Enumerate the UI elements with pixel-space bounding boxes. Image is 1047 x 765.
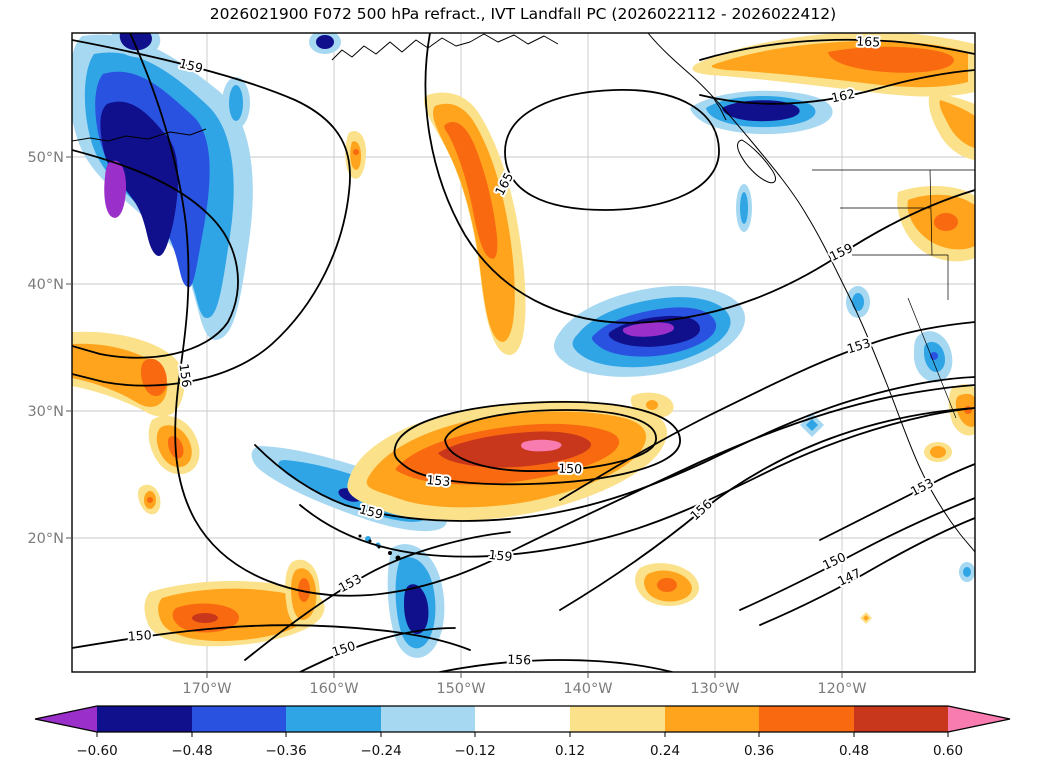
contour-label: 150 <box>558 461 582 477</box>
north-america-coastline <box>647 33 975 553</box>
colorbar-left-arrow <box>35 706 97 732</box>
y-tick-label: 30°N <box>27 404 64 420</box>
colorbar-tick-label: 0.36 <box>744 743 774 759</box>
positive-anomaly-west-edge <box>72 331 200 515</box>
contour-label: 153 <box>426 472 451 489</box>
y-axis-labels: 50°N 40°N 30°N 20°N <box>27 150 64 547</box>
y-tick-label: 20°N <box>27 531 64 547</box>
colorbar-right-arrow <box>948 706 1010 732</box>
y-tick-label: 40°N <box>27 277 64 293</box>
colorbar-tick-labels: −0.60 −0.48 −0.36 −0.24 −0.12 0.12 0.24 … <box>76 743 963 759</box>
haida-gwaii <box>711 95 727 121</box>
colorbar-segment <box>665 706 759 732</box>
contour-label: 159 <box>488 547 513 564</box>
positive-anomaly-south-central <box>635 563 699 607</box>
colorbar-tick-label: 0.24 <box>650 743 680 759</box>
axis-ticks <box>66 156 843 678</box>
negative-anomaly-gulf-of-alaska <box>72 34 253 340</box>
contour-label: 153 <box>908 475 936 499</box>
x-tick-label: 170°W <box>182 681 231 697</box>
negative-anomaly-bc-coast <box>690 90 833 232</box>
colorbar: −0.60 −0.48 −0.36 −0.24 −0.12 0.12 0.24 … <box>34 705 1011 759</box>
positive-anomaly-central-max <box>347 392 674 521</box>
contour-label: 165 <box>856 33 881 49</box>
colorbar-tick-label: −0.48 <box>171 743 212 759</box>
shading-layer <box>72 33 975 658</box>
x-tick-label: 140°W <box>563 681 612 697</box>
colorbar-segment <box>286 706 381 732</box>
colorbar-tick-label: −0.36 <box>265 743 306 759</box>
negative-anomaly-eastern-pacific <box>554 285 746 377</box>
colorbar-segment <box>759 706 854 732</box>
positive-anomaly-top-right-band <box>692 33 975 160</box>
negative-anomaly-us-coast-spots <box>800 286 975 582</box>
positive-anomaly-central-arc <box>345 92 526 356</box>
contour-label: 153 <box>336 571 364 595</box>
colorbar-tick-label: 0.60 <box>933 743 963 759</box>
contour-label: 159 <box>827 240 855 264</box>
contour-label-layer: 159 165 165 162 159 153 156 153 150 159 … <box>125 31 938 669</box>
positive-anomaly-southwest <box>144 559 325 647</box>
colorbar-tick-label: −0.12 <box>454 743 495 759</box>
x-axis-labels: 170°W 160°W 150°W 140°W 130°W 120°W <box>182 681 866 697</box>
positive-anomaly-interior-west <box>860 186 975 624</box>
x-tick-label: 150°W <box>436 681 485 697</box>
alaska-coastline <box>331 33 559 61</box>
colorbar-segment <box>475 706 570 732</box>
colorbar-tick-label: 0.48 <box>839 743 869 759</box>
coastline-layer <box>72 33 975 561</box>
colorbar-segment <box>854 706 948 732</box>
colorbar-segment <box>192 706 286 732</box>
vancouver-island <box>737 139 776 184</box>
colorbar-tick-label: 0.12 <box>555 743 585 759</box>
contour-label: 153 <box>845 335 872 356</box>
x-tick-label: 160°W <box>309 681 358 697</box>
contour-label: 162 <box>830 86 856 106</box>
colorbar-tick-label: −0.24 <box>360 743 401 759</box>
figure-title: 2026021900 F072 500 hPa refract., IVT La… <box>210 5 836 23</box>
aleutian-coastline <box>72 128 207 142</box>
contour-layer <box>72 33 975 672</box>
plot-frame <box>71 32 976 673</box>
contour-label: 156 <box>507 652 531 668</box>
state-borders <box>840 169 957 419</box>
x-tick-label: 120°W <box>817 681 866 697</box>
colorbar-tick-label: −0.60 <box>76 743 117 759</box>
contour-label: 150 <box>820 549 848 573</box>
colorbar-segment <box>570 706 665 732</box>
contour-label: 156 <box>176 363 194 389</box>
colorbar-ticks <box>96 732 949 737</box>
colorbar-segment <box>97 706 192 732</box>
contour-label: 150 <box>127 627 152 644</box>
y-tick-label: 50°N <box>27 150 64 166</box>
colorbar-segment <box>381 706 475 732</box>
x-tick-label: 130°W <box>690 681 739 697</box>
contour-label: 147 <box>835 565 863 589</box>
